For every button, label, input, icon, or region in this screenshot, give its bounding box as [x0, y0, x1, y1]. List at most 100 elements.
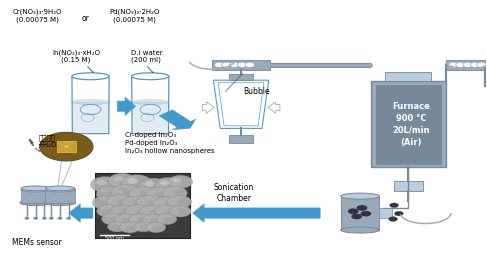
FancyBboxPatch shape [95, 173, 190, 238]
Circle shape [120, 222, 140, 233]
Circle shape [127, 178, 138, 184]
FancyBboxPatch shape [229, 135, 253, 143]
Circle shape [91, 177, 120, 192]
Circle shape [121, 196, 148, 210]
Circle shape [108, 221, 127, 232]
Circle shape [351, 214, 362, 219]
Circle shape [134, 222, 153, 232]
Circle shape [160, 180, 169, 185]
Circle shape [456, 62, 466, 67]
Polygon shape [213, 80, 269, 128]
FancyBboxPatch shape [446, 60, 485, 70]
Circle shape [57, 217, 62, 220]
Polygon shape [72, 76, 109, 134]
Polygon shape [132, 102, 169, 133]
Circle shape [147, 222, 166, 233]
Circle shape [237, 62, 247, 67]
Circle shape [140, 205, 165, 219]
Ellipse shape [132, 100, 169, 105]
Circle shape [155, 205, 178, 217]
FancyBboxPatch shape [394, 181, 423, 191]
Circle shape [49, 217, 54, 220]
Polygon shape [117, 97, 136, 116]
Bar [56, 141, 76, 152]
Circle shape [142, 214, 164, 226]
FancyBboxPatch shape [340, 196, 379, 230]
Circle shape [463, 62, 473, 67]
Circle shape [162, 186, 187, 200]
Circle shape [390, 203, 398, 208]
Circle shape [24, 217, 29, 220]
Circle shape [129, 214, 150, 225]
Circle shape [102, 213, 123, 225]
Text: Furnace
900 °C
20L/min
(Air): Furnace 900 °C 20L/min (Air) [392, 102, 430, 147]
Circle shape [39, 132, 93, 161]
Circle shape [112, 184, 141, 200]
Text: D.I water
(200 ml): D.I water (200 ml) [131, 50, 162, 63]
Ellipse shape [72, 73, 109, 80]
Circle shape [140, 178, 168, 193]
Circle shape [157, 214, 177, 225]
FancyBboxPatch shape [385, 72, 431, 81]
Circle shape [449, 62, 458, 67]
Circle shape [145, 181, 155, 187]
Ellipse shape [340, 227, 379, 233]
Text: Cr-doped In₂O₃
Pd-doped In₂O₃
In₂O₃ hollow nanospheres: Cr-doped In₂O₃ Pd-doped In₂O₃ In₂O₃ holl… [125, 132, 214, 154]
Circle shape [114, 176, 124, 181]
Polygon shape [69, 204, 93, 222]
Ellipse shape [21, 187, 50, 192]
Text: MEMs sensor: MEMs sensor [12, 238, 62, 247]
FancyBboxPatch shape [375, 85, 441, 164]
Circle shape [146, 187, 174, 203]
Circle shape [360, 211, 371, 216]
Circle shape [394, 211, 403, 216]
Circle shape [111, 205, 136, 219]
Circle shape [136, 195, 164, 210]
Circle shape [66, 217, 71, 220]
Polygon shape [202, 102, 214, 113]
Text: 500 nm: 500 nm [105, 236, 124, 241]
Ellipse shape [72, 100, 109, 105]
Polygon shape [159, 110, 196, 130]
Circle shape [214, 62, 224, 67]
Text: or: or [82, 14, 90, 23]
Text: Cr(NO₃)₃·9H₂O
(0.00075 M): Cr(NO₃)₃·9H₂O (0.00075 M) [12, 8, 62, 23]
Circle shape [356, 205, 367, 211]
Circle shape [245, 62, 255, 67]
Ellipse shape [45, 186, 75, 191]
Circle shape [155, 177, 181, 192]
Circle shape [126, 205, 150, 218]
Circle shape [470, 62, 480, 67]
Circle shape [93, 196, 118, 209]
Circle shape [389, 217, 397, 221]
Circle shape [153, 197, 178, 210]
Circle shape [109, 173, 136, 188]
Circle shape [64, 146, 68, 148]
Ellipse shape [131, 73, 169, 80]
FancyBboxPatch shape [45, 188, 75, 203]
FancyBboxPatch shape [21, 188, 50, 203]
Circle shape [477, 62, 487, 67]
Circle shape [129, 187, 156, 201]
Circle shape [96, 180, 107, 185]
Text: Sonication
Chamber: Sonication Chamber [214, 183, 254, 203]
FancyBboxPatch shape [371, 81, 446, 167]
Text: In(NO₃)₃·xH₂O
(0.15 M): In(NO₃)₃·xH₂O (0.15 M) [52, 49, 100, 63]
Circle shape [114, 214, 138, 226]
Ellipse shape [20, 200, 52, 205]
Circle shape [222, 62, 231, 67]
Ellipse shape [340, 193, 379, 199]
FancyBboxPatch shape [212, 60, 270, 70]
Ellipse shape [44, 200, 75, 205]
Circle shape [121, 175, 152, 192]
Text: Bubble: Bubble [244, 88, 270, 96]
Text: Pd(NO₃)₂·2H₂O
(0.00075 M): Pd(NO₃)₂·2H₂O (0.00075 M) [109, 8, 159, 23]
Circle shape [97, 205, 120, 217]
Ellipse shape [45, 187, 75, 192]
Circle shape [348, 208, 358, 214]
Circle shape [169, 205, 191, 217]
Polygon shape [131, 76, 169, 134]
Polygon shape [72, 102, 109, 133]
Text: 감지재료
+H₂O: 감지재료 +H₂O [37, 134, 56, 149]
Circle shape [167, 195, 191, 208]
